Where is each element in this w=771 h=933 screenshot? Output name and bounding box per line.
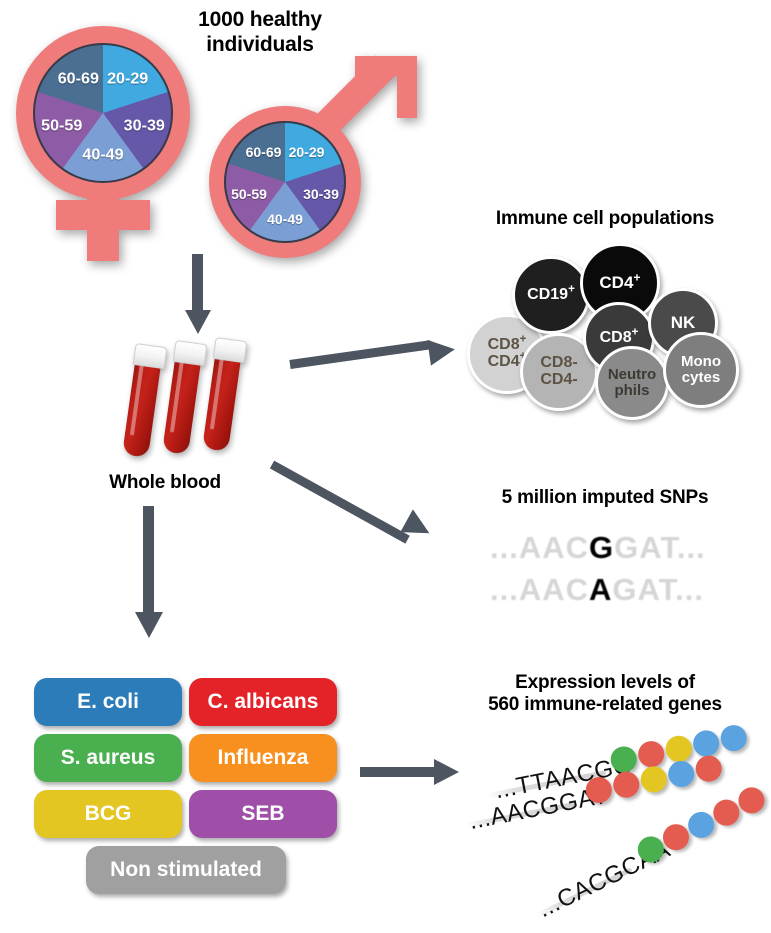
arrow-head: [135, 612, 163, 638]
stimulus-non-stimulated[interactable]: Non stimulated: [86, 846, 286, 894]
cohort-title-line2: individuals: [206, 32, 314, 56]
expression-heading-line2: 560 immune-related genes: [488, 694, 722, 716]
snp-suffix: GAT: [614, 530, 677, 565]
snp-variant: G: [589, 530, 615, 565]
bubble-label: CD8- CD4-: [540, 354, 578, 388]
cohort-title-line1: 1000 healthy: [198, 8, 322, 31]
sup-minus: -: [572, 371, 578, 388]
pie-label-50-59: 50-59: [41, 116, 83, 135]
male-symbol: 20-29 30-39 40-49 50-59 60-69: [195, 55, 420, 258]
arrow-shaft: [192, 254, 203, 312]
pie-label-40-49: 40-49: [82, 145, 124, 164]
snp-prefix: ...AAC: [490, 530, 589, 565]
snps-heading: 5 million imputed SNPs: [501, 487, 709, 508]
female-age-pie: 20-29 30-39 40-49 50-59 60-69: [33, 43, 173, 183]
blood-tube: [122, 343, 168, 458]
pie-label-20-29: 20-29: [107, 69, 149, 88]
bubble-label: CD19+: [527, 283, 575, 303]
arrow-shaft: [289, 340, 432, 369]
bubble-neutrophils: Neutro phils: [595, 346, 669, 420]
arrow-head: [427, 336, 457, 366]
pie-label-50-59: 50-59: [231, 185, 267, 202]
bubble-label: CD4+: [599, 270, 641, 293]
arrow-shaft: [143, 506, 154, 614]
pie-label-30-39: 30-39: [303, 185, 339, 202]
snp-prefix: ...AAC: [490, 572, 589, 607]
tube-cap: [212, 337, 248, 364]
stimulus-e-coli[interactable]: E. coli: [34, 678, 182, 726]
cohort-title: 1000 healthy individuals: [160, 8, 360, 58]
arrow-head: [434, 759, 459, 785]
pie-label-60-69: 60-69: [57, 69, 99, 88]
expression-bead: [718, 722, 749, 754]
pie-label-40-49: 40-49: [267, 210, 303, 227]
arrow-stimuli-to-expression: [360, 756, 480, 790]
snp-tail: ...: [676, 530, 706, 565]
pie-label-60-69: 60-69: [245, 144, 282, 161]
sup-plus: +: [519, 333, 527, 346]
tube-cap: [172, 340, 208, 367]
arrow-shaft: [360, 767, 436, 777]
female-stem-cross: [56, 200, 150, 230]
stimuli-panel: E. coli C. albicans S. aureus Influenza …: [34, 678, 344, 894]
bubble-label: Mono cytes: [681, 353, 721, 386]
bubble-label: CD8+: [599, 326, 639, 346]
immune-heading: Immune cell populations: [495, 208, 715, 229]
bubble-label: Neutro phils: [607, 366, 657, 399]
blood-tube: [162, 340, 208, 455]
snp-allele-row: ...AACAGAT...: [490, 572, 704, 608]
pie-label-30-39: 30-39: [123, 116, 165, 135]
stimulus-c-albicans[interactable]: C. albicans: [189, 678, 337, 726]
bubble-cd19p: CD19+: [512, 256, 590, 334]
sup-minus: -: [572, 354, 578, 372]
expression-bead: [663, 733, 694, 765]
snp-allele-row: ...AACGGAT...: [490, 530, 706, 566]
sup-plus: +: [568, 283, 575, 296]
arrow-head: [185, 310, 211, 334]
snp-variant: A: [589, 572, 613, 607]
male-age-pie: 20-29 30-39 40-49 50-59 60-69: [224, 121, 346, 243]
arrow-blood-to-immune: [289, 330, 465, 380]
stimulus-influenza[interactable]: Influenza: [189, 734, 337, 782]
expression-bead: [635, 738, 667, 770]
sup-plus: +: [631, 326, 639, 339]
snp-suffix: GAT: [612, 572, 676, 607]
bubble-monocytes: Mono cytes: [663, 332, 739, 408]
arrow-blood-to-stimuli: [130, 506, 170, 646]
pie-label-20-29: 20-29: [288, 144, 325, 161]
immune-cell-bubble-cluster: CD8+ CD4+ CD19+ CD4+ CD8- CD4- C: [455, 240, 755, 420]
expression-heading: Expression levels of 560 immune-related …: [450, 672, 760, 717]
stimulus-s-aureus[interactable]: S. aureus: [34, 734, 182, 782]
female-symbol: 20-29 30-39 40-49 50-59 60-69: [8, 18, 198, 261]
blood-tube: [202, 337, 248, 452]
expression-heading-line1: Expression levels of: [515, 672, 695, 693]
whole-blood-label: Whole blood: [109, 472, 221, 493]
sup-plus: +: [633, 270, 641, 285]
tube-cap: [132, 343, 168, 370]
arrow-shaft: [269, 460, 410, 544]
expression-bead: [690, 728, 722, 759]
snp-tail: ...: [675, 572, 704, 607]
stimulus-bcg[interactable]: BCG: [34, 790, 182, 838]
male-arrowhead: [355, 56, 417, 118]
stimulus-seb[interactable]: SEB: [189, 790, 337, 838]
arrow-blood-to-snps: [269, 450, 472, 560]
arrow-cohort-to-blood: [180, 254, 216, 336]
whole-blood-tubes: [118, 337, 268, 466]
bubble-label: NK: [670, 313, 696, 333]
